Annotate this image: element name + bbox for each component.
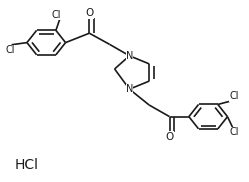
Text: O: O (85, 8, 93, 18)
Text: Cl: Cl (230, 127, 239, 137)
Text: N: N (126, 51, 133, 61)
Text: N: N (126, 84, 133, 94)
Text: Cl: Cl (51, 9, 61, 19)
Text: Cl: Cl (5, 45, 15, 55)
Text: HCl: HCl (14, 158, 38, 172)
Text: O: O (165, 132, 174, 142)
Text: Cl: Cl (229, 91, 239, 101)
